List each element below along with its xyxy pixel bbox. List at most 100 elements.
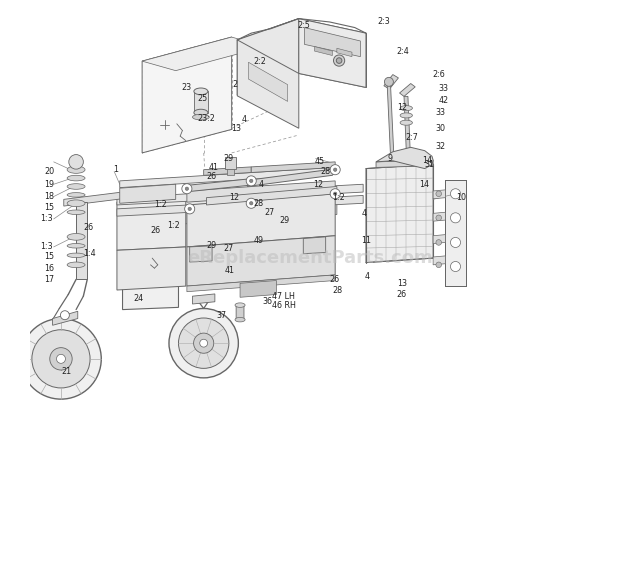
Text: 18: 18 [44,192,54,201]
Circle shape [200,339,208,347]
Circle shape [32,330,90,388]
Circle shape [436,240,441,245]
Text: 19: 19 [44,180,55,188]
Text: 2:4: 2:4 [397,47,409,56]
Circle shape [451,188,461,199]
Circle shape [20,319,101,399]
Ellipse shape [67,192,85,197]
Text: 26: 26 [206,172,216,181]
Polygon shape [76,202,87,279]
Text: 21: 21 [61,367,71,376]
Polygon shape [117,184,363,205]
Polygon shape [433,234,445,243]
Polygon shape [376,160,433,168]
Text: 13: 13 [232,124,242,133]
Circle shape [451,261,461,272]
Circle shape [250,201,253,205]
Ellipse shape [194,88,208,95]
Text: 27: 27 [223,243,234,252]
Circle shape [246,176,256,186]
Polygon shape [123,199,179,310]
Text: 10: 10 [456,193,467,202]
Ellipse shape [67,175,85,181]
Polygon shape [251,162,335,172]
Text: 11: 11 [361,236,371,245]
Circle shape [69,155,83,169]
Polygon shape [142,37,265,71]
Polygon shape [142,37,232,153]
Polygon shape [337,48,352,57]
Circle shape [50,348,72,370]
Text: 14: 14 [419,180,429,188]
Circle shape [436,215,441,220]
Polygon shape [366,164,433,263]
Text: 15: 15 [44,203,55,212]
Text: 1:3: 1:3 [40,242,53,251]
Text: 12: 12 [313,180,323,188]
Polygon shape [117,247,186,290]
Polygon shape [206,186,337,205]
Circle shape [334,55,345,66]
Text: 28: 28 [332,286,342,295]
Polygon shape [433,212,445,221]
Text: 12: 12 [397,103,407,112]
Text: 28: 28 [253,199,263,208]
Text: 47 LH: 47 LH [272,292,295,301]
Text: 9: 9 [388,154,392,163]
Circle shape [451,237,461,247]
Circle shape [179,318,229,369]
Text: 2: 2 [232,80,238,89]
Circle shape [185,187,188,190]
Text: 41: 41 [225,266,235,275]
Polygon shape [445,180,466,286]
Circle shape [330,188,340,199]
Ellipse shape [400,113,412,118]
Circle shape [330,165,340,174]
Polygon shape [433,256,445,265]
Text: 31: 31 [425,159,435,169]
Ellipse shape [192,114,210,120]
Text: eReplacementParts.com: eReplacementParts.com [187,249,433,267]
Polygon shape [237,40,299,128]
Text: 4: 4 [259,180,263,188]
Polygon shape [314,47,332,56]
Circle shape [334,192,337,195]
Text: 4: 4 [242,115,247,124]
Text: 2:2: 2:2 [253,57,266,66]
Text: 27: 27 [264,208,275,217]
Polygon shape [388,86,394,158]
Circle shape [436,191,441,196]
Circle shape [451,213,461,223]
Polygon shape [404,96,410,164]
Text: 2:3: 2:3 [377,17,390,26]
Text: 33: 33 [436,108,446,117]
Circle shape [188,207,192,210]
Ellipse shape [67,253,85,257]
Ellipse shape [235,303,245,307]
Text: 42: 42 [439,96,449,105]
Circle shape [60,311,69,320]
Polygon shape [225,158,236,168]
Text: 23:2: 23:2 [197,114,215,123]
Circle shape [336,58,342,63]
Polygon shape [247,168,337,186]
Ellipse shape [67,200,85,206]
Text: 16: 16 [44,264,54,273]
Polygon shape [249,62,288,102]
Text: 25: 25 [197,94,207,103]
Polygon shape [187,275,335,292]
Text: 12: 12 [229,193,239,202]
Circle shape [334,168,337,171]
Polygon shape [384,75,399,89]
Text: 46 RH: 46 RH [272,301,296,310]
Circle shape [250,179,253,182]
Ellipse shape [67,243,85,248]
Polygon shape [117,199,186,250]
Polygon shape [128,188,337,227]
Ellipse shape [67,166,85,173]
Text: 1:4: 1:4 [83,249,96,258]
Circle shape [56,355,66,364]
Text: 37: 37 [216,311,226,320]
Ellipse shape [67,210,85,214]
Text: 1:2: 1:2 [154,200,167,209]
